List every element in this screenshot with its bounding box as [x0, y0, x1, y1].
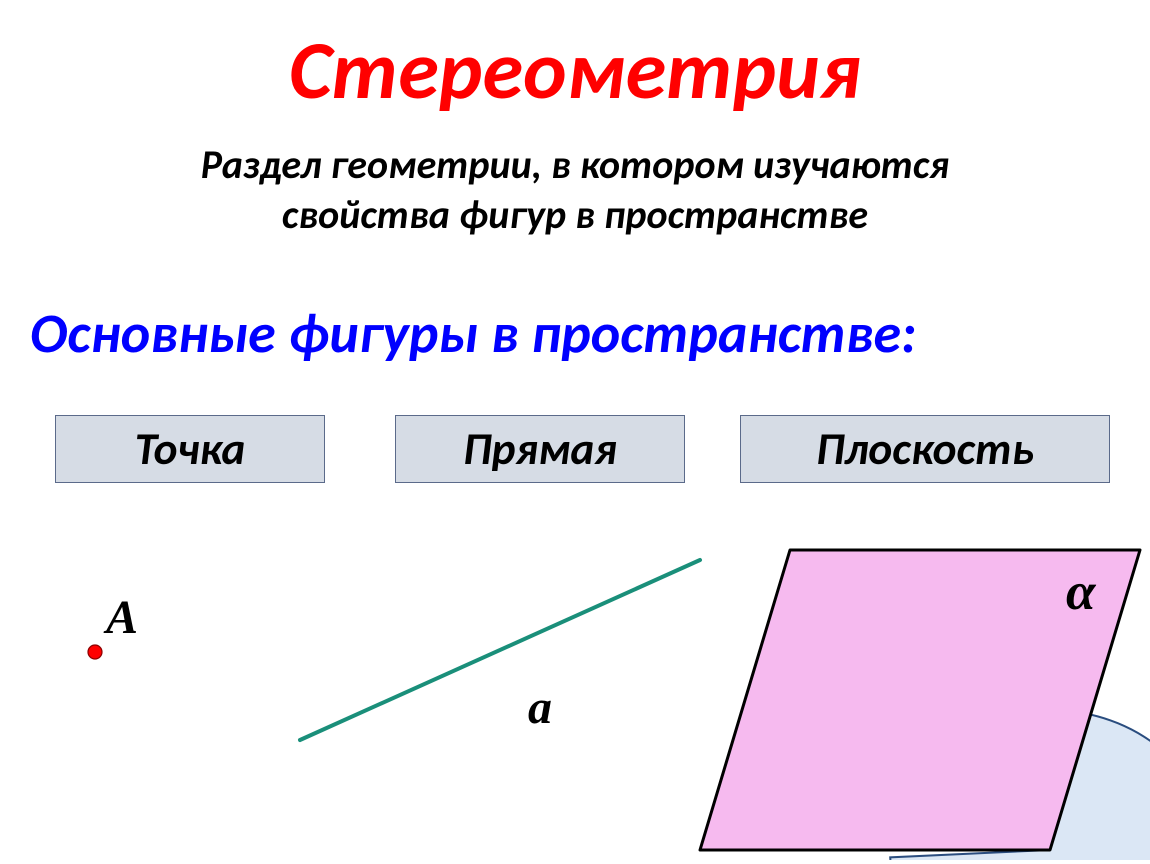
- slide-subtitle: Раздел геометрии, в котором изучаются св…: [0, 140, 1150, 240]
- plane-label: α: [1066, 560, 1096, 622]
- line-label: a: [528, 680, 552, 735]
- subtitle-line-1: Раздел геометрии, в котором изучаются: [0, 140, 1150, 190]
- box-plane-label: Плоскость: [816, 422, 1034, 477]
- box-line: Прямая: [395, 415, 685, 483]
- point-label: A: [106, 590, 138, 645]
- box-plane: Плоскость: [740, 415, 1110, 483]
- box-point-label: Точка: [135, 422, 246, 477]
- box-line-label: Прямая: [463, 422, 617, 477]
- figure-area: [0, 520, 1150, 860]
- point-dot: [88, 645, 102, 659]
- subtitle-line-2: свойства фигур в пространстве: [0, 190, 1150, 240]
- slide: Стереометрия Раздел геометрии, в котором…: [0, 0, 1150, 864]
- figure-svg: [0, 520, 1150, 860]
- line-segment: [300, 560, 700, 740]
- box-point: Точка: [55, 415, 325, 483]
- slide-title: Стереометрия: [0, 20, 1150, 121]
- section-heading: Основные фигуры в пространстве:: [30, 300, 1120, 368]
